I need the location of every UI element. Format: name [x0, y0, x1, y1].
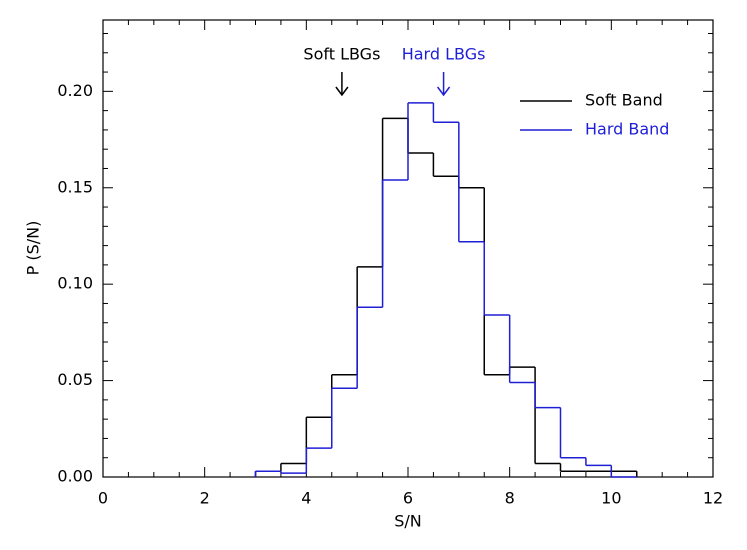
annotation: Soft LBGs: [303, 45, 380, 64]
y-tick-label: 0.00: [57, 467, 93, 486]
plot-frame: [102, 19, 714, 478]
annotation: Hard LBGs: [402, 45, 486, 64]
x-tick-label: 2: [200, 489, 210, 508]
y-tick-label: 0.10: [57, 274, 93, 293]
x-axis-label: S/N: [394, 512, 422, 531]
annotation-arrowhead: [335, 86, 349, 97]
x-tick-label: 8: [505, 489, 515, 508]
y-tick-label: 0.15: [57, 177, 93, 196]
x-tick-label: 4: [301, 489, 311, 508]
x-tick-label: 12: [703, 489, 723, 508]
y-tick-label: 0.05: [57, 370, 93, 389]
x-tick-label: 0: [98, 489, 108, 508]
annotation-arrowhead: [436, 86, 451, 97]
x-tick-label: 10: [601, 489, 621, 508]
legend-label: Hard Band: [585, 120, 669, 139]
legend-label: Soft Band: [585, 91, 663, 110]
x-tick-label: 6: [403, 489, 413, 508]
y-tick-label: 0.20: [57, 81, 93, 100]
y-axis-label: P (S/N): [24, 221, 43, 276]
